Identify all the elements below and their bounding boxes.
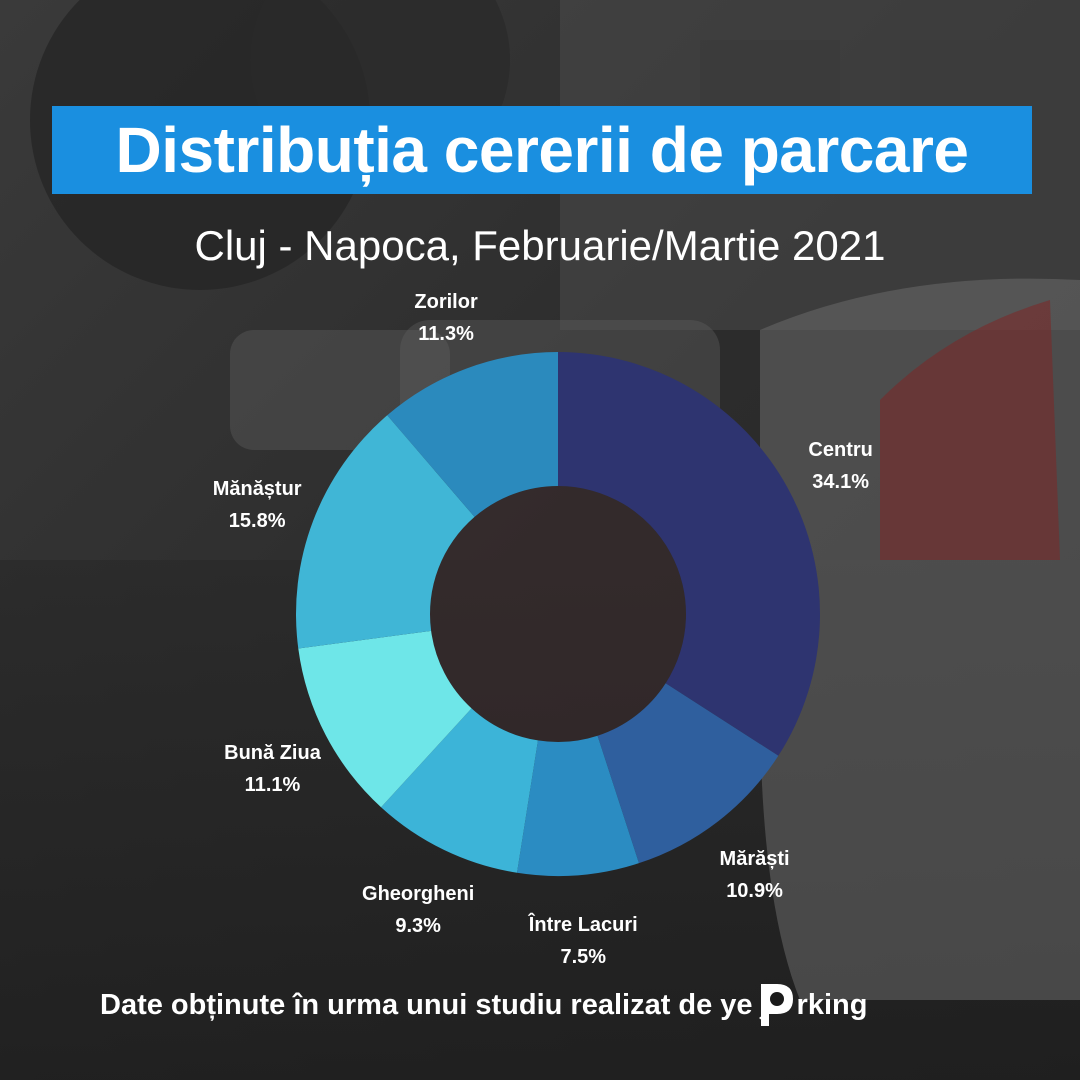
slice-label-group: Gheorgheni 9.3%	[362, 883, 474, 937]
chart-subtitle: Cluj - Napoca, Februarie/Martie 2021	[194, 222, 886, 269]
slice-label-group: Între Lacuri 7.5%	[528, 912, 638, 968]
slice-label-value: 34.1%	[812, 471, 869, 493]
donut-slice-bună-ziua	[298, 630, 472, 808]
logo-prefix: ye	[720, 988, 753, 1021]
slice-label-name: Mănăștur	[213, 478, 302, 500]
donut-slice-mănăștur	[296, 415, 475, 649]
parking-p-icon	[755, 982, 795, 1028]
donut-slice-mărăști	[597, 683, 779, 864]
slice-label-group: Zorilor 11.3%	[414, 291, 478, 345]
slice-label-value: 7.5%	[560, 946, 606, 968]
slice-label-group: Centru 34.1%	[808, 439, 872, 493]
slice-label-name: Gheorgheni	[362, 883, 474, 905]
yeparking-logo: ye rking	[720, 982, 867, 1028]
donut-slice-între-lacuri	[517, 735, 639, 876]
footer: Date obținute în urma unui studiu realiz…	[100, 982, 867, 1028]
slice-label-value: 9.3%	[395, 915, 441, 937]
slice-label-value: 15.8%	[229, 510, 286, 532]
logo-suffix: rking	[796, 988, 868, 1021]
slice-label-value: 11.1%	[245, 774, 301, 796]
donut-slice-centru	[558, 352, 820, 756]
footer-text: Date obținute în urma unui studiu realiz…	[100, 988, 713, 1021]
title-banner: Distribuția cererii de parcare	[52, 106, 1032, 194]
slice-label-name: Mărăști	[720, 848, 790, 870]
slice-label-name: Între Lacuri	[528, 912, 638, 936]
slice-label-name: Zorilor	[414, 291, 478, 313]
slice-label-value: 11.3%	[418, 323, 474, 345]
donut-slice-zorilor	[387, 352, 558, 517]
donut-hole	[430, 486, 686, 742]
slice-label-group: Bună Ziua 11.1%	[224, 742, 322, 796]
donut-slice-gheorgheni	[381, 708, 538, 873]
slice-label-group: Mărăști 10.9%	[720, 848, 790, 902]
slice-label-value: 10.9%	[726, 880, 783, 902]
slice-label-name: Bună Ziua	[224, 742, 322, 764]
slice-label-group: Mănăștur 15.8%	[213, 478, 302, 532]
chart-title: Distribuția cererii de parcare	[115, 114, 969, 186]
slice-label-name: Centru	[808, 439, 872, 461]
